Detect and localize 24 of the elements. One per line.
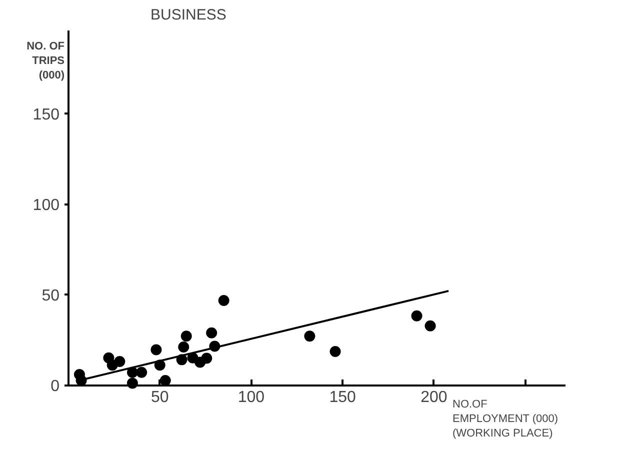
y-tick-label: 100: [32, 197, 60, 214]
x-tick-label: 50: [150, 389, 169, 406]
point: [424, 320, 436, 332]
x-tick-label: 150: [329, 389, 356, 406]
point: [136, 366, 148, 378]
point: [114, 356, 126, 367]
point: [218, 295, 230, 306]
point: [178, 342, 190, 353]
x-tick-label: 100: [238, 389, 265, 406]
x-tick-label: 200: [420, 389, 448, 406]
y-tick-label: 50: [42, 288, 60, 305]
y-tick-label: 0: [50, 378, 60, 395]
point: [304, 330, 316, 342]
point: [180, 330, 192, 342]
x-axis-title: NO.OF EMPLOYMENT (000) (WORKING PLACE): [452, 398, 558, 440]
y-tick-label: 150: [32, 106, 60, 124]
point: [330, 346, 341, 358]
point: [411, 310, 422, 322]
point: [150, 344, 162, 356]
chart-title: BUSINESS: [150, 6, 226, 24]
point: [201, 352, 212, 364]
y-axis-title: NO. OF TRIPS (000): [26, 40, 65, 82]
point: [206, 327, 218, 338]
point: [160, 374, 171, 386]
